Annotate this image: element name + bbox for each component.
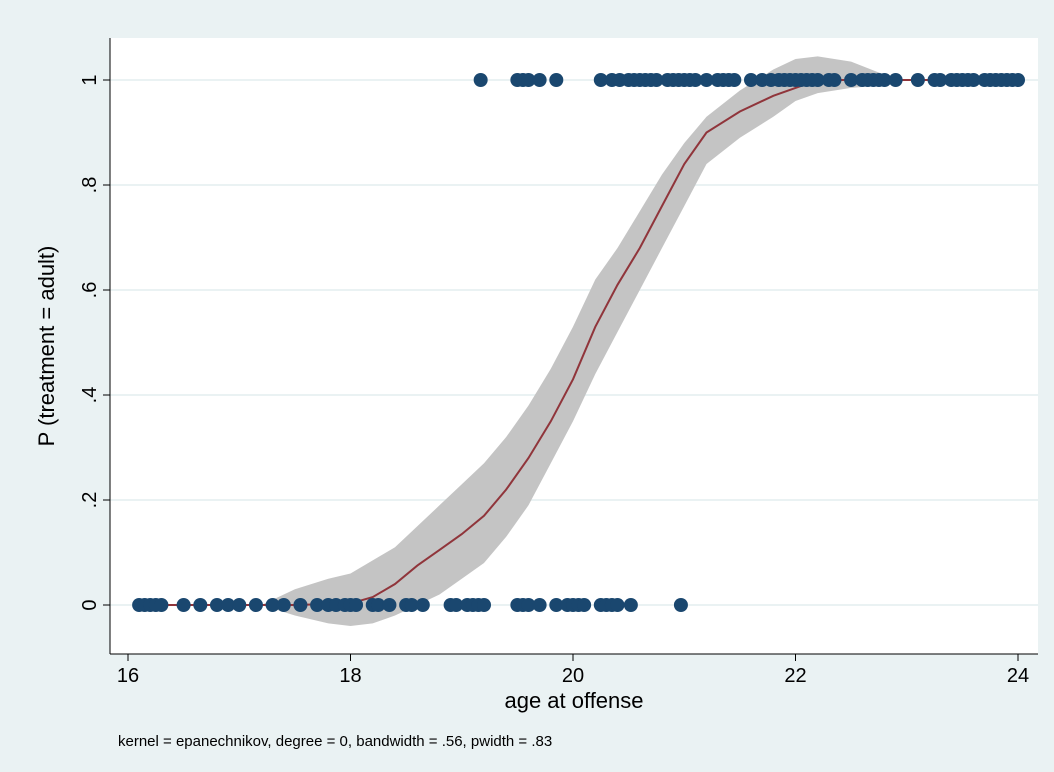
y-tick-label: 1 — [79, 74, 101, 85]
x-tick-label: 16 — [117, 665, 139, 687]
data-point-y0 — [477, 598, 491, 612]
data-point-y0 — [349, 598, 364, 612]
data-point-y1 — [966, 73, 981, 87]
data-point-y1 — [727, 73, 742, 87]
data-point-y0 — [404, 598, 419, 612]
data-point-y1 — [532, 73, 547, 87]
data-point-y0 — [310, 598, 325, 612]
chart-note: kernel = epanechnikov, degree = 0, bandw… — [118, 733, 552, 750]
data-point-y0 — [276, 598, 291, 612]
y-axis-title: P (treatment = adult) — [34, 246, 59, 447]
x-axis-title: age at offense — [504, 688, 643, 713]
data-point-y0 — [549, 598, 564, 612]
y-tick-label: .6 — [79, 282, 101, 299]
data-point-y0 — [232, 598, 247, 612]
data-point-y0 — [415, 598, 430, 612]
data-point-y0 — [382, 598, 397, 612]
data-point-y1 — [593, 73, 608, 87]
data-point-y0 — [371, 598, 386, 612]
data-point-y1 — [910, 73, 925, 87]
data-point-y1 — [521, 73, 536, 87]
data-point-y0 — [221, 598, 236, 612]
data-point-y0 — [449, 598, 464, 612]
data-point-y1 — [473, 73, 488, 87]
x-tick-label: 24 — [1007, 665, 1029, 687]
x-tick-label: 22 — [784, 665, 806, 687]
axes: 16 18 20 22 24 0 .2 .4 .6 .8 1 — [79, 38, 1038, 687]
data-point-y0 — [265, 598, 280, 612]
data-point-y0 — [154, 598, 169, 612]
data-point-y0 — [176, 598, 191, 612]
data-point-y0 — [293, 598, 308, 612]
data-point-y0 — [610, 598, 625, 612]
data-point-y1 — [549, 73, 564, 87]
y-tick-label: .4 — [79, 387, 101, 404]
data-point-y1 — [649, 73, 664, 87]
data-point-y1 — [744, 73, 758, 87]
data-point-y1 — [888, 73, 903, 87]
confidence-band — [261, 56, 885, 626]
data-point-y1 — [933, 73, 948, 87]
data-point-y1 — [699, 73, 714, 87]
scatter-points — [132, 73, 1025, 612]
data-point-y0 — [532, 598, 547, 612]
data-point-y1 — [688, 73, 703, 87]
x-tick-label: 18 — [339, 665, 361, 687]
y-tick-label: .8 — [79, 177, 101, 194]
y-tick-label: .2 — [79, 492, 101, 509]
data-point-y0 — [248, 598, 263, 612]
data-point-y1 — [1011, 73, 1025, 87]
data-point-y1 — [877, 73, 892, 87]
data-point-y0 — [193, 598, 208, 612]
data-point-y0 — [521, 598, 536, 612]
data-point-y0 — [210, 598, 224, 612]
data-point-y1 — [810, 73, 825, 87]
data-point-y0 — [673, 598, 688, 612]
fit-line — [139, 79, 1018, 606]
data-point-y1 — [827, 73, 842, 87]
data-point-y1 — [844, 73, 859, 87]
data-point-y0 — [623, 598, 638, 612]
ci-band-area — [261, 56, 885, 626]
data-point-y0 — [577, 598, 592, 612]
x-tick-label: 20 — [562, 665, 584, 687]
y-tick-label: 0 — [79, 599, 101, 610]
fit-line-group — [139, 79, 1018, 606]
